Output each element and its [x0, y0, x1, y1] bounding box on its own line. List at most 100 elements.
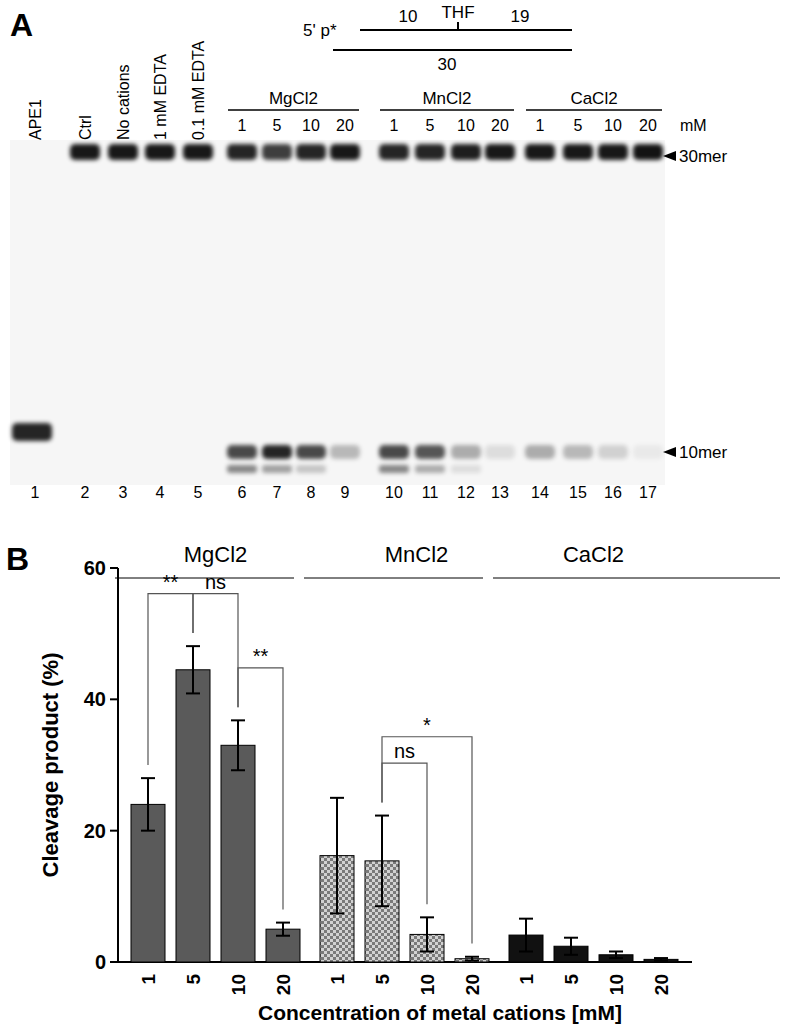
- lane-number: 5: [194, 484, 203, 501]
- error-bar: [519, 919, 533, 952]
- panel-label: B: [6, 541, 29, 577]
- lane-number: 4: [156, 484, 165, 501]
- substrate-band: [451, 144, 481, 160]
- bar: [644, 959, 678, 962]
- product-band: [296, 445, 326, 459]
- lane-label: 1 mM EDTA: [152, 54, 169, 140]
- concentration-label: 1: [238, 117, 247, 134]
- product-band: [485, 445, 515, 459]
- error-stem: [426, 917, 428, 951]
- lane-label: APE1: [27, 99, 44, 140]
- error-cap: [375, 905, 389, 907]
- concentration-label: 20: [639, 117, 657, 134]
- significance-label: **: [163, 571, 179, 593]
- error-bar: [375, 816, 389, 907]
- concentration-label: 20: [336, 117, 354, 134]
- lane-number: 16: [604, 484, 622, 501]
- substrate-band: [485, 144, 515, 160]
- band-arrow: [663, 447, 676, 457]
- significance-bracket: *: [382, 714, 472, 944]
- y-tick-label: 40: [84, 688, 106, 710]
- lane-label: No cations: [115, 64, 132, 140]
- error-cap: [375, 815, 389, 817]
- group-label: MnCl2: [422, 89, 471, 108]
- concentration-label: 1: [536, 117, 545, 134]
- error-bar: [609, 951, 623, 958]
- error-cap: [186, 645, 200, 647]
- substrate-band: [108, 144, 138, 160]
- band-label: 30mer: [679, 147, 728, 166]
- product-band: [415, 445, 445, 459]
- lane-number: 13: [491, 484, 509, 501]
- x-tick-label: 10: [606, 974, 627, 995]
- error-bar: [420, 917, 434, 951]
- fast-product-band: [451, 465, 481, 473]
- x-tick-label: 20: [651, 974, 672, 995]
- bar: [221, 745, 255, 962]
- bracket-line: [238, 668, 283, 910]
- bottom-strand: [333, 49, 572, 51]
- x-tick-label: 20: [462, 974, 483, 995]
- substrate-band: [145, 144, 175, 160]
- lane-number: 7: [273, 484, 282, 501]
- panel-label: A: [10, 7, 33, 43]
- error-bar: [330, 798, 344, 914]
- substrate-band: [330, 144, 360, 160]
- concentration-label: 5: [273, 117, 282, 134]
- y-tick: [110, 567, 118, 569]
- x-tick-label: 1: [516, 974, 537, 985]
- error-bar: [276, 923, 290, 936]
- y-tick-label: 60: [84, 557, 106, 579]
- error-cap: [330, 797, 344, 799]
- band-label: 10mer: [679, 443, 728, 462]
- lane-number: 15: [569, 484, 587, 501]
- error-cap: [330, 912, 344, 914]
- lane-number: 2: [81, 484, 90, 501]
- significance-bracket: ns: [382, 740, 427, 904]
- error-cap: [654, 960, 668, 962]
- error-stem: [147, 778, 149, 831]
- substrate-band: [262, 144, 292, 160]
- concentration-label: 1: [390, 117, 399, 134]
- error-stem: [336, 798, 338, 914]
- lane-number: 6: [238, 484, 247, 501]
- product-band: [563, 445, 593, 459]
- group-label: MgCl2: [184, 542, 248, 567]
- x-axis-label: Concentration of metal cations [mM]: [258, 1001, 622, 1024]
- lesion-tick: [457, 22, 459, 30]
- group-label: MgCl2: [269, 89, 318, 108]
- error-stem: [192, 646, 194, 693]
- error-cap: [519, 950, 533, 952]
- error-cap: [186, 692, 200, 694]
- substrate-band: [379, 144, 409, 160]
- error-cap: [276, 922, 290, 924]
- error-cap: [654, 957, 668, 959]
- error-cap: [465, 956, 479, 958]
- y-tick-label: 0: [95, 951, 106, 973]
- group-line: [526, 109, 662, 111]
- lane-label: Ctrl: [77, 115, 94, 140]
- fast-product-band: [227, 465, 257, 473]
- lane-number: 11: [422, 484, 439, 501]
- substrate-band: [227, 144, 257, 160]
- x-tick-label: 10: [228, 974, 249, 995]
- y-tick: [110, 830, 118, 832]
- error-stem: [381, 816, 383, 907]
- error-bar: [465, 957, 479, 961]
- lane-number: 12: [457, 484, 475, 501]
- product-band: [525, 445, 555, 459]
- group-line: [304, 578, 483, 579]
- error-stem: [525, 919, 527, 952]
- figure: A5' p*10THF19301APE12Ctrl3No cations41 m…: [0, 0, 800, 1028]
- error-cap: [420, 950, 434, 952]
- lane-number: 1: [31, 484, 40, 501]
- lane-number: 10: [385, 484, 403, 501]
- error-cap: [141, 830, 155, 832]
- product-band: [451, 445, 481, 459]
- y-tick: [110, 961, 118, 963]
- error-cap: [564, 954, 578, 956]
- lane-number: 14: [531, 484, 549, 501]
- product-band: [227, 445, 257, 459]
- product-band: [262, 445, 292, 459]
- significance-label: **: [253, 645, 269, 667]
